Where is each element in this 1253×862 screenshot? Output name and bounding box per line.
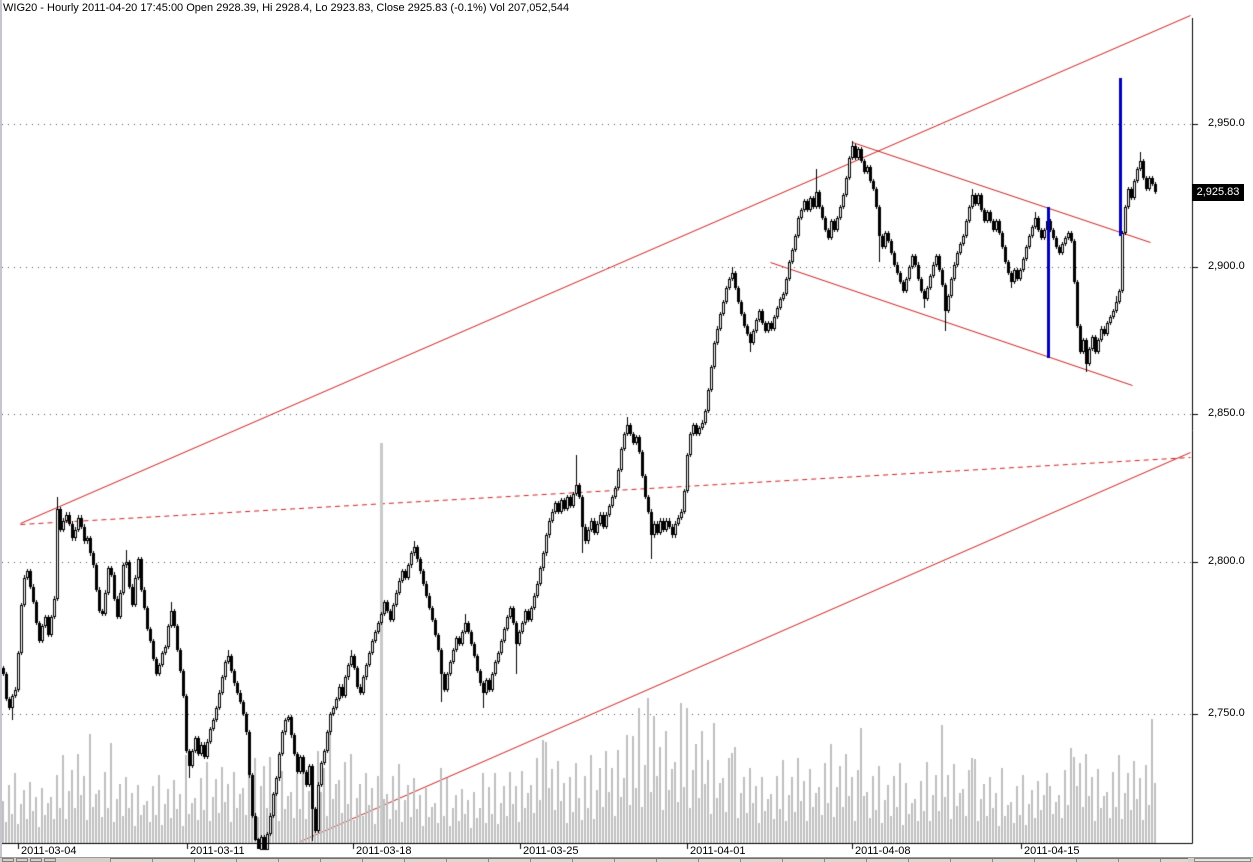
chart-title: WIG20 - Hourly 2011-04-20 17:45:00 Open …	[3, 2, 570, 14]
x-axis-label: 2011-04-01	[690, 845, 746, 857]
x-axis-label: 2011-03-18	[356, 845, 412, 857]
x-axis-label: 2011-03-04	[21, 845, 77, 857]
bottom-edge-panel	[0, 857, 1253, 862]
y-axis-label: 2,750.0	[1208, 707, 1245, 719]
bottom-mini-button[interactable]	[30, 858, 42, 862]
bottom-mini-button[interactable]	[16, 858, 28, 862]
x-axis-label: 2011-04-15	[1024, 845, 1080, 857]
x-axis-label: 2011-03-25	[523, 845, 579, 857]
y-axis-label: 2,800.0	[1208, 555, 1245, 567]
bottom-mini-button[interactable]	[44, 858, 56, 862]
y-axis-label: 2,900.0	[1208, 260, 1245, 272]
bottom-mini-button[interactable]	[2, 858, 14, 862]
x-axis-label: 2011-04-08	[855, 845, 911, 857]
x-axis-label: 2011-03-11	[190, 845, 245, 857]
y-axis-label: 2,950.0	[1208, 117, 1245, 129]
bottom-cutoff-panel[interactable]	[110, 858, 1188, 862]
last-price-label: 2,925.83	[1192, 184, 1244, 201]
bottom-corner-box[interactable]	[1194, 858, 1251, 862]
y-axis-label: 2,850.0	[1208, 407, 1245, 419]
window-left-edge	[0, 0, 2, 862]
